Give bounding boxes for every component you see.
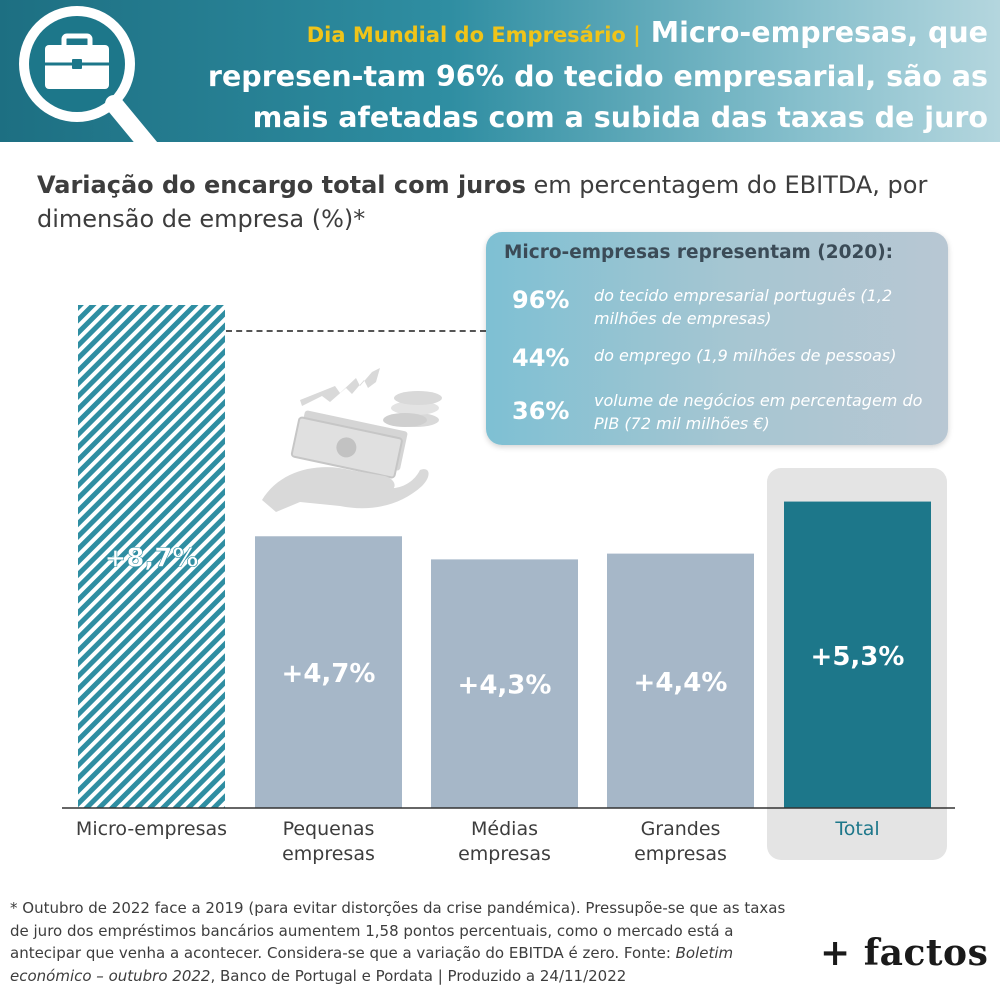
bars-group bbox=[78, 305, 931, 808]
info-stat-value: 44% bbox=[512, 344, 570, 372]
bar-total bbox=[784, 501, 931, 808]
category-label: Micro-empresas bbox=[76, 818, 227, 840]
info-box: Micro-empresas representam (2020): 96% d… bbox=[486, 232, 948, 445]
info-box-title: Micro-empresas representam (2020): bbox=[504, 242, 894, 263]
category-label: Total bbox=[834, 818, 879, 840]
money-hand-icon bbox=[262, 368, 442, 512]
bar-labels-group: +8,7% +4,7% +4,3% +4,4% +5,3% bbox=[104, 543, 905, 701]
category-label: Pequenas bbox=[283, 818, 375, 840]
bar-value-label: +4,3% bbox=[458, 671, 552, 701]
footnote: * Outubro de 2022 face a 2019 (para evit… bbox=[10, 897, 800, 987]
info-stat-desc: volume de negócios em percentagem do PIB… bbox=[594, 391, 923, 433]
header-banner: Dia Mundial do Empresário | Micro-empres… bbox=[0, 0, 1000, 175]
info-stat-desc: do emprego (1,9 milhões de pessoas) bbox=[594, 346, 897, 365]
category-label: empresas bbox=[282, 843, 375, 865]
subtitle-bold: Variação do encargo total com juros bbox=[37, 171, 526, 199]
category-label: empresas bbox=[458, 843, 551, 865]
footnote-text-end: , Banco de Portugal e Pordata | Produzid… bbox=[210, 966, 627, 985]
bar-micro-empresas bbox=[78, 305, 225, 808]
bar-pequenas-empresas bbox=[255, 536, 402, 808]
info-stat-desc: do tecido empresarial português (1,2 mil… bbox=[594, 286, 893, 328]
bar-value-label: +8,7% bbox=[105, 544, 199, 574]
kicker: Dia Mundial do Empresário | bbox=[306, 23, 641, 47]
info-stat-value: 96% bbox=[512, 286, 570, 314]
brand-logo: + factos bbox=[820, 932, 989, 974]
category-label: empresas bbox=[634, 843, 727, 865]
bar-value-label: +5,3% bbox=[811, 642, 905, 672]
subtitle-rest: em percentagem do EBITDA, por dimensão d… bbox=[37, 171, 928, 233]
headline: Dia Mundial do Empresário | Micro-empres… bbox=[162, 12, 988, 179]
dashed-connector bbox=[226, 330, 486, 332]
bar-value-label: +4,7% bbox=[282, 659, 376, 689]
headline-text: Micro-empresas, que represen-tam 96% do … bbox=[207, 16, 988, 175]
briefcase-search-icon bbox=[19, 6, 161, 159]
footnote-source: Boletim económico – outubro 2022 bbox=[10, 944, 734, 985]
bar-grandes-empresas bbox=[607, 553, 754, 808]
category-label: Médias bbox=[471, 818, 538, 840]
bar-value-label: +4,4% bbox=[634, 668, 728, 698]
chart-subtitle: Variação do encargo total com juros em p… bbox=[37, 168, 937, 236]
category-labels-group: Micro-empresas Pequenas empresas Médias empr… bbox=[76, 818, 880, 865]
bar-m-dias-empresas bbox=[431, 559, 578, 808]
footnote-text: * Outubro de 2022 face a 2019 (para evit… bbox=[10, 899, 786, 962]
info-stat-value: 36% bbox=[512, 397, 570, 425]
category-label: Grandes bbox=[641, 818, 721, 840]
